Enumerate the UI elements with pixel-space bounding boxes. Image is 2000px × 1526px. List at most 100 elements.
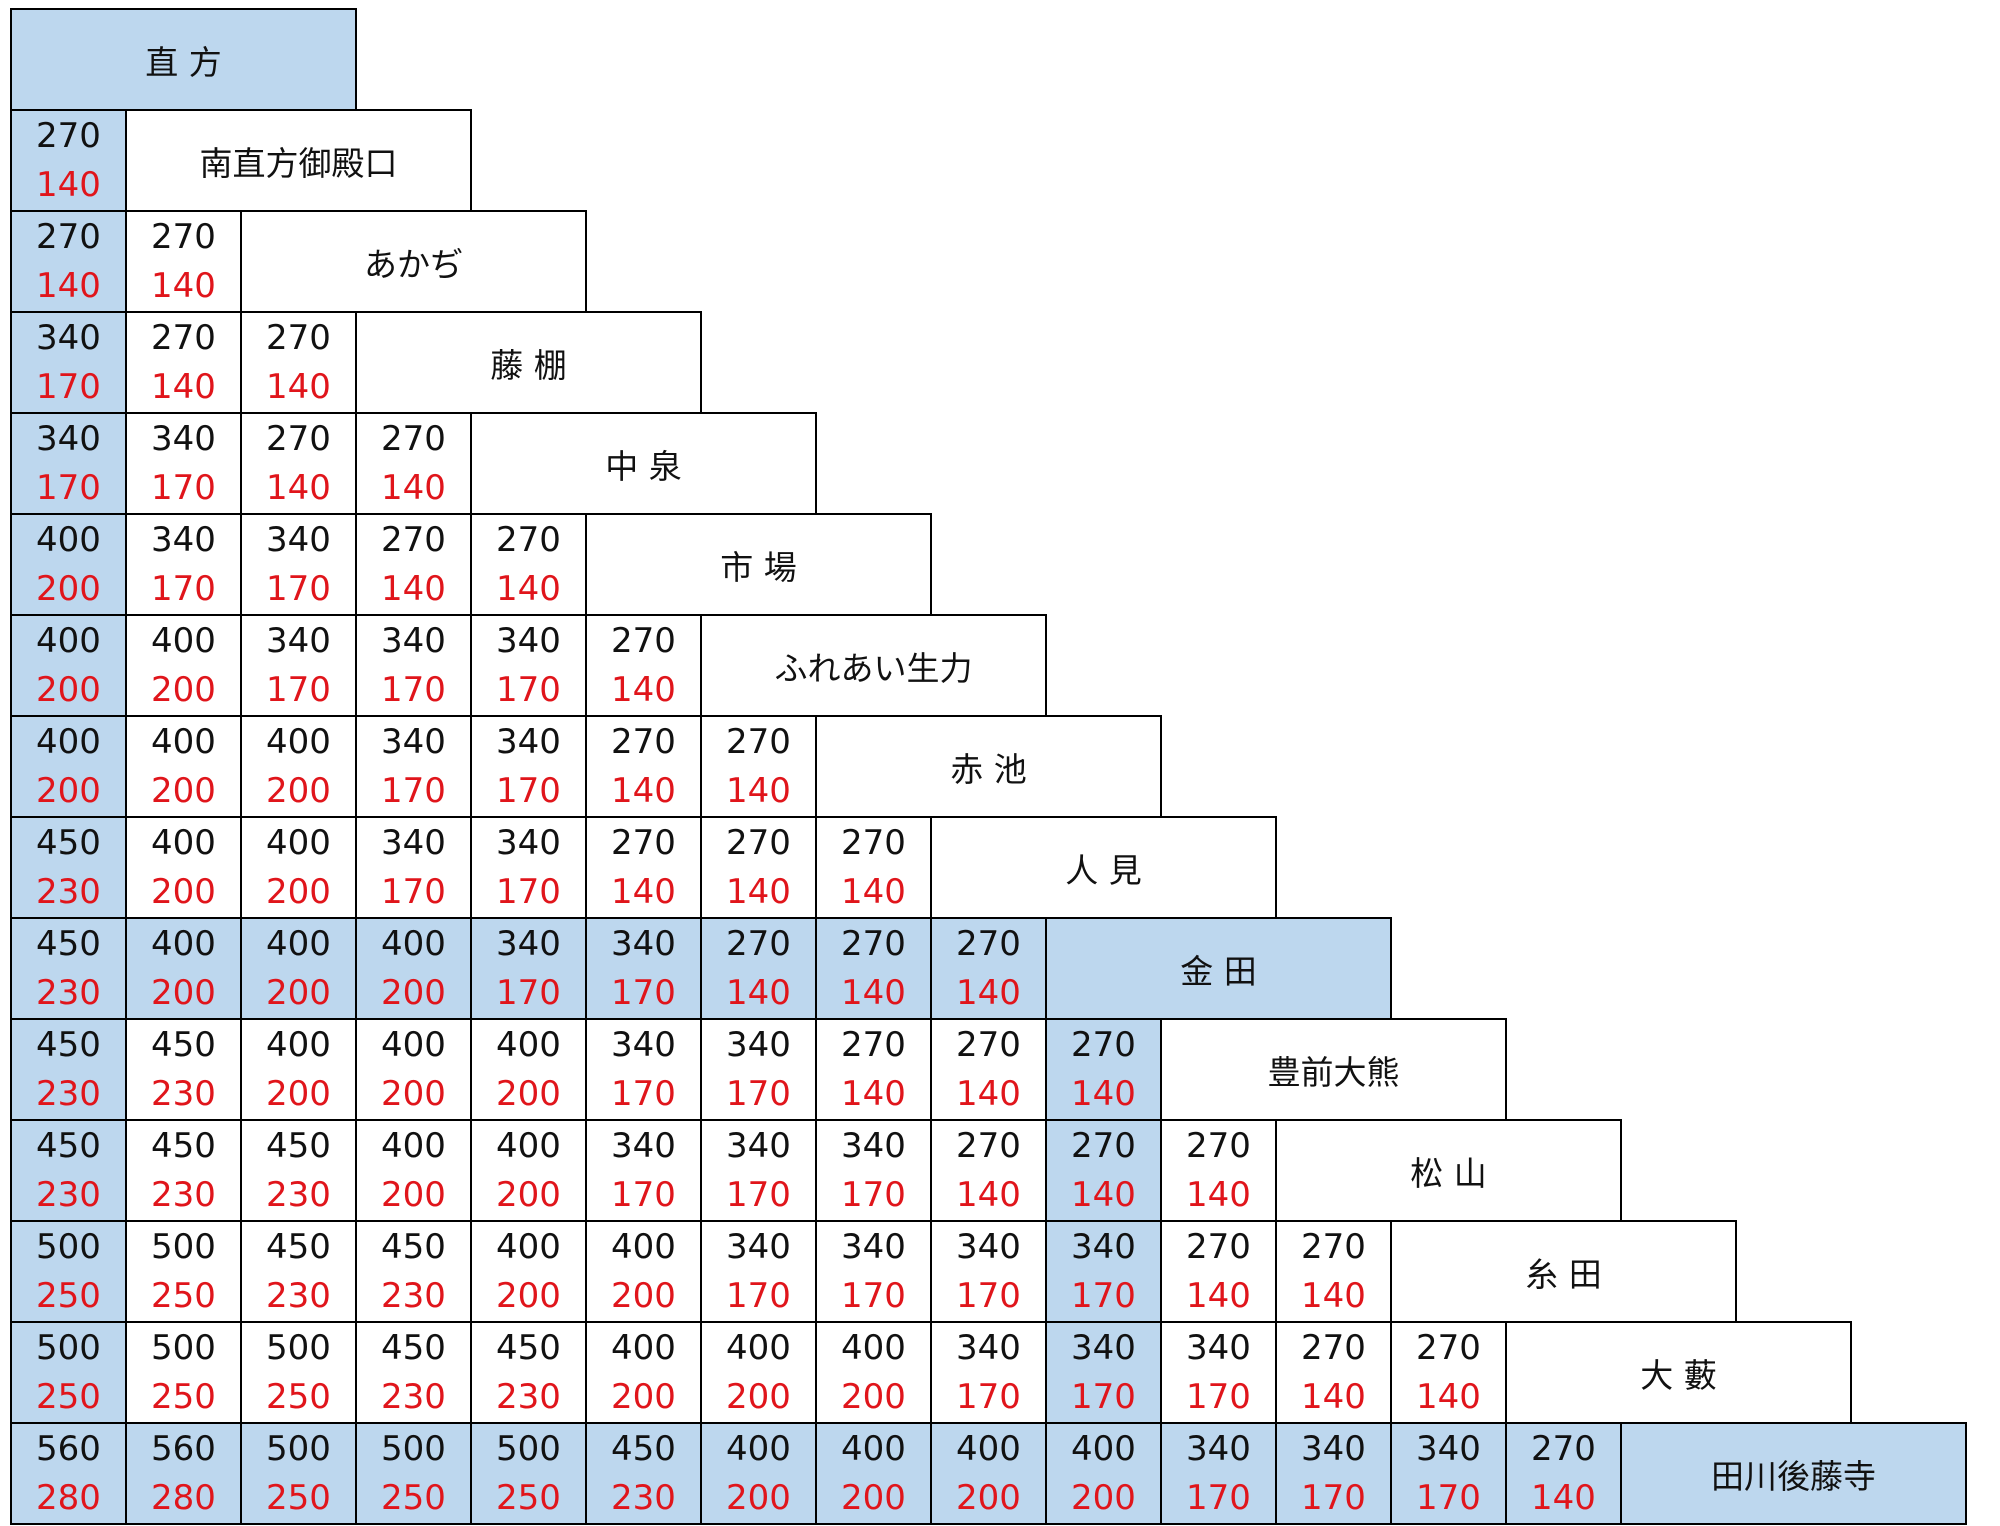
fare-cell: 270 140 <box>815 1018 932 1121</box>
child-fare: 170 <box>151 468 216 509</box>
adult-fare: 270 <box>1071 1024 1136 1065</box>
child-fare: 200 <box>36 670 101 711</box>
child-fare: 200 <box>266 771 331 812</box>
fare-cell: 450 230 <box>10 1018 127 1121</box>
fare-cell: 340 170 <box>10 311 127 414</box>
child-fare: 170 <box>1301 1478 1366 1519</box>
fare-cell: 340 170 <box>1160 1422 1277 1525</box>
child-fare: 200 <box>496 1175 561 1216</box>
adult-fare: 340 <box>496 822 561 863</box>
fare-cell: 270 140 <box>1045 1018 1162 1121</box>
adult-fare: 450 <box>36 1125 101 1166</box>
fare-cell: 400 200 <box>585 1220 702 1323</box>
adult-fare: 400 <box>36 620 101 661</box>
fare-cell: 340 170 <box>10 412 127 515</box>
fare-cell: 400 200 <box>470 1220 587 1323</box>
adult-fare: 270 <box>611 620 676 661</box>
child-fare: 200 <box>266 973 331 1014</box>
fare-cell: 270 140 <box>240 311 357 414</box>
child-fare: 230 <box>36 973 101 1014</box>
child-fare: 140 <box>726 872 791 913</box>
fare-cell: 340 170 <box>700 1018 817 1121</box>
adult-fare: 400 <box>956 1428 1021 1469</box>
child-fare: 140 <box>1186 1175 1251 1216</box>
adult-fare: 400 <box>266 1024 331 1065</box>
fare-cell: 270 140 <box>930 1018 1047 1121</box>
child-fare: 170 <box>611 973 676 1014</box>
fare-cell: 340 170 <box>355 614 472 717</box>
child-fare: 230 <box>496 1377 561 1418</box>
adult-fare: 340 <box>726 1125 791 1166</box>
station-name: 藤 棚 <box>355 311 702 414</box>
child-fare: 250 <box>36 1276 101 1317</box>
fare-cell: 450 230 <box>10 816 127 919</box>
child-fare: 140 <box>36 165 101 206</box>
child-fare: 250 <box>266 1377 331 1418</box>
adult-fare: 270 <box>956 923 1021 964</box>
fare-cell: 340 170 <box>1045 1321 1162 1424</box>
adult-fare: 270 <box>611 721 676 762</box>
adult-fare: 400 <box>266 721 331 762</box>
station-name: 中 泉 <box>470 412 817 515</box>
fare-cell: 340 170 <box>700 1220 817 1323</box>
child-fare: 170 <box>381 771 446 812</box>
fare-cell: 340 170 <box>1390 1422 1507 1525</box>
child-fare: 140 <box>611 872 676 913</box>
child-fare: 170 <box>1186 1377 1251 1418</box>
fare-cell: 340 170 <box>1160 1321 1277 1424</box>
adult-fare: 270 <box>36 115 101 156</box>
child-fare: 230 <box>266 1175 331 1216</box>
adult-fare: 400 <box>611 1327 676 1368</box>
fare-cell: 270 140 <box>585 614 702 717</box>
adult-fare: 450 <box>151 1024 216 1065</box>
child-fare: 200 <box>956 1478 1021 1519</box>
child-fare: 140 <box>496 569 561 610</box>
fare-cell: 400 200 <box>930 1422 1047 1525</box>
child-fare: 200 <box>1071 1478 1136 1519</box>
child-fare: 200 <box>266 872 331 913</box>
adult-fare: 270 <box>1416 1327 1481 1368</box>
child-fare: 170 <box>496 771 561 812</box>
adult-fare: 400 <box>266 923 331 964</box>
fare-cell: 450 230 <box>355 1220 472 1323</box>
child-fare: 230 <box>266 1276 331 1317</box>
fare-cell: 500 250 <box>470 1422 587 1525</box>
adult-fare: 340 <box>496 923 561 964</box>
adult-fare: 270 <box>611 822 676 863</box>
fare-cell: 450 230 <box>10 917 127 1020</box>
fare-cell: 400 200 <box>470 1018 587 1121</box>
child-fare: 200 <box>36 771 101 812</box>
child-fare: 140 <box>1071 1074 1136 1115</box>
child-fare: 200 <box>381 1074 446 1115</box>
child-fare: 200 <box>841 1377 906 1418</box>
adult-fare: 500 <box>36 1327 101 1368</box>
adult-fare: 340 <box>726 1024 791 1065</box>
child-fare: 140 <box>1071 1175 1136 1216</box>
fare-cell: 340 170 <box>700 1119 817 1222</box>
fare-cell: 270 140 <box>125 210 242 313</box>
fare-cell: 270 140 <box>355 513 472 616</box>
adult-fare: 560 <box>36 1428 101 1469</box>
adult-fare: 270 <box>1531 1428 1596 1469</box>
child-fare: 200 <box>726 1377 791 1418</box>
adult-fare: 450 <box>36 923 101 964</box>
station-name: 大 藪 <box>1505 1321 1852 1424</box>
adult-fare: 400 <box>496 1024 561 1065</box>
fare-cell: 340 170 <box>585 1018 702 1121</box>
child-fare: 230 <box>381 1377 446 1418</box>
child-fare: 200 <box>266 1074 331 1115</box>
child-fare: 140 <box>956 973 1021 1014</box>
fare-cell: 450 230 <box>125 1119 242 1222</box>
fare-cell: 340 170 <box>930 1321 1047 1424</box>
adult-fare: 340 <box>266 519 331 560</box>
fare-cell: 500 250 <box>240 1422 357 1525</box>
adult-fare: 270 <box>1301 1327 1366 1368</box>
adult-fare: 270 <box>1186 1226 1251 1267</box>
adult-fare: 500 <box>266 1327 331 1368</box>
fare-cell: 270 140 <box>585 715 702 818</box>
child-fare: 280 <box>36 1478 101 1519</box>
adult-fare: 500 <box>151 1327 216 1368</box>
child-fare: 250 <box>151 1377 216 1418</box>
child-fare: 140 <box>841 973 906 1014</box>
